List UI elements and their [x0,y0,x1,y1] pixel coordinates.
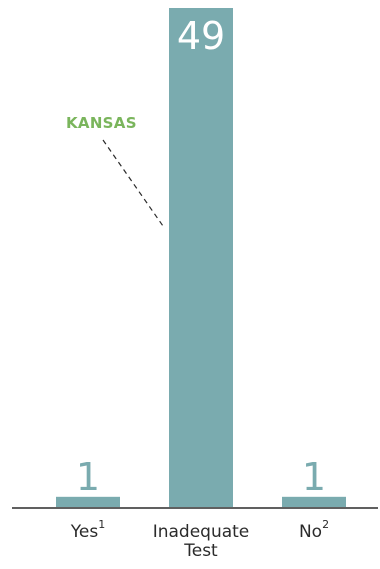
data-label-1: 49 [177,14,225,58]
bar-0 [56,496,120,507]
category-label-text: No [298,522,323,542]
annotation-leader-line [102,139,164,227]
bars-layer [56,8,346,507]
value-labels-layer: 1 49 1 [76,14,326,499]
category-label-0: Yes1 [28,519,148,542]
category-label-footnote: 2 [322,518,330,532]
category-label-1: Inadequate Test [141,523,261,561]
data-label-0: 1 [76,455,100,499]
bar-1 [169,8,233,507]
annotation-label-kansas: KANSAS [66,114,137,132]
category-label-footnote: 1 [98,518,106,532]
category-label-text: Inadequate Test [152,522,250,561]
category-label-2: No2 [254,519,374,542]
bar-2 [282,496,346,507]
data-label-2: 1 [302,455,326,499]
category-label-text: Yes [70,522,99,542]
